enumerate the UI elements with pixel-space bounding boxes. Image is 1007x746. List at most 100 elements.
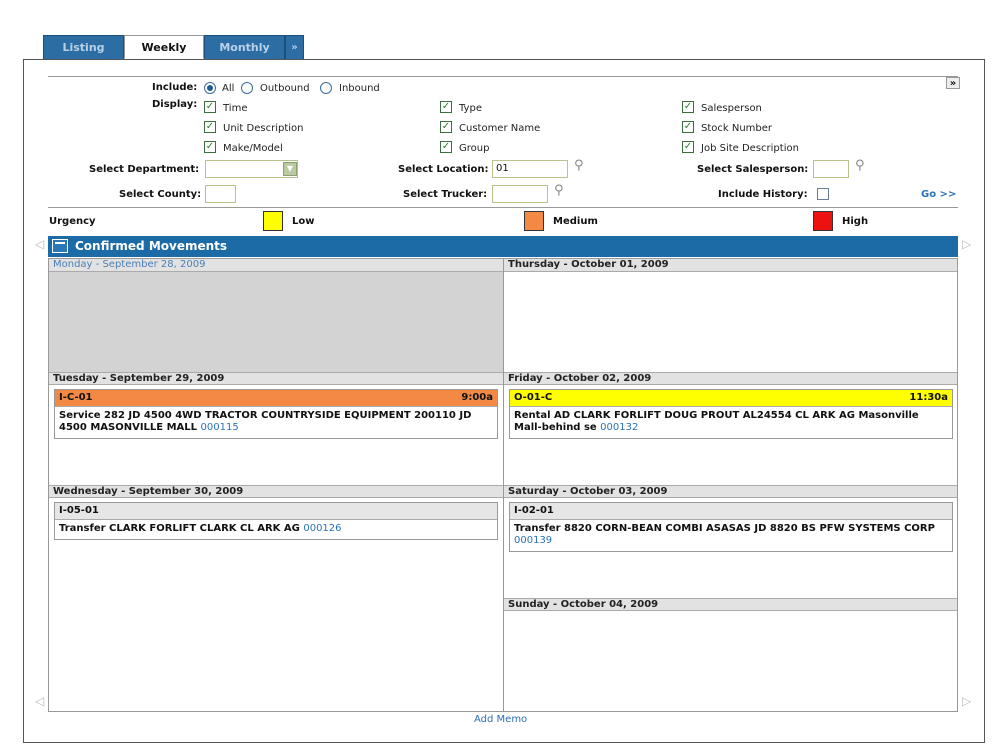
section-window-icon[interactable] xyxy=(52,239,68,253)
weekly-calendar-grid: Monday - September 28, 2009 Tuesday - Se… xyxy=(48,258,958,712)
view-tabs: Listing Weekly Monthly » xyxy=(43,35,304,59)
county-input[interactable] xyxy=(205,185,236,203)
display-job-site-description-checkbox[interactable]: ✓ xyxy=(682,141,694,153)
department-select[interactable]: ▼ xyxy=(205,160,298,178)
today-highlight xyxy=(49,272,503,372)
salesperson-input[interactable] xyxy=(813,160,849,178)
movement-time: 11:30a xyxy=(909,392,948,403)
filter-bottom-divider xyxy=(48,207,958,208)
movement-card-header: O-01-C 11:30a xyxy=(510,390,952,407)
select-department-label: Select Department: xyxy=(89,164,200,175)
urgency-label: Urgency xyxy=(49,216,96,227)
stock-number-link[interactable]: 000126 xyxy=(303,523,342,534)
movement-text: Transfer CLARK FORLIFT CLARK CL ARK AG xyxy=(59,523,300,534)
next-week-bottom-arrow-icon[interactable]: ▷ xyxy=(962,694,972,708)
include-inbound-label: Inbound xyxy=(339,83,380,94)
include-outbound-label: Outbound xyxy=(260,83,310,94)
movement-card-friday[interactable]: O-01-C 11:30a Rental AD CLARK FORLIFT DO… xyxy=(509,389,953,439)
movement-card-header: I-02-01 xyxy=(510,503,952,520)
stock-number-link[interactable]: 000115 xyxy=(200,422,239,433)
urgency-high-swatch xyxy=(813,211,833,231)
urgency-high-label: High xyxy=(842,216,869,227)
display-job-site-description-label: Job Site Description xyxy=(701,143,799,154)
day-header-wednesday: Wednesday - September 30, 2009 xyxy=(49,485,503,498)
movement-text: Transfer 8820 CORN-BEAN COMBI ASASAS JD … xyxy=(514,523,935,534)
urgency-medium-label: Medium xyxy=(553,216,598,227)
stock-number-link[interactable]: 000139 xyxy=(514,535,553,546)
day-header-saturday: Saturday - October 03, 2009 xyxy=(504,485,957,498)
display-make-model-checkbox[interactable]: ✓ xyxy=(204,141,216,153)
display-unit-description-checkbox[interactable]: ✓ xyxy=(204,121,216,133)
salesperson-search-icon[interactable]: ⚲ xyxy=(855,158,865,173)
select-county-label: Select County: xyxy=(119,189,202,200)
location-input[interactable]: 01 xyxy=(492,160,568,178)
movement-code: O-01-C xyxy=(514,392,553,403)
display-label: Display: xyxy=(152,99,198,110)
movement-code: I-C-01 xyxy=(59,392,93,403)
select-location-label: Select Location: xyxy=(398,164,489,175)
select-trucker-label: Select Trucker: xyxy=(403,189,488,200)
include-all-label: All xyxy=(222,83,235,94)
tab-monthly[interactable]: Monthly xyxy=(204,35,285,59)
include-all-radio[interactable] xyxy=(204,82,216,94)
include-label: Include: xyxy=(152,82,198,93)
include-history-checkbox[interactable] xyxy=(817,188,829,200)
movement-text: Service 282 JD 4500 4WD TRACTOR COUNTRYS… xyxy=(59,410,472,433)
next-week-arrow-icon[interactable]: ▷ xyxy=(962,237,972,251)
urgency-low-label: Low xyxy=(292,216,315,227)
display-type-checkbox[interactable]: ✓ xyxy=(440,101,452,113)
display-time-label: Time xyxy=(223,103,248,114)
trucker-search-icon[interactable]: ⚲ xyxy=(554,183,564,198)
display-customer-name-checkbox[interactable]: ✓ xyxy=(440,121,452,133)
display-salesperson-label: Salesperson xyxy=(701,103,762,114)
go-button[interactable]: Go >> xyxy=(921,189,957,200)
movement-card-header: I-C-01 9:00a xyxy=(55,390,497,407)
day-header-tuesday: Tuesday - September 29, 2009 xyxy=(49,372,503,385)
display-unit-description-label: Unit Description xyxy=(223,123,304,134)
tab-more[interactable]: » xyxy=(285,35,304,59)
tab-weekly[interactable]: Weekly xyxy=(124,35,204,59)
add-memo-link[interactable]: Add Memo xyxy=(474,714,528,725)
display-group-label: Group xyxy=(459,143,490,154)
tab-listing[interactable]: Listing xyxy=(43,35,124,59)
previous-week-arrow-icon[interactable]: ◁ xyxy=(35,237,45,251)
display-customer-name-label: Customer Name xyxy=(459,123,541,134)
display-type-label: Type xyxy=(459,103,482,114)
movement-description: Transfer CLARK FORLIFT CLARK CL ARK AG 0… xyxy=(55,520,497,538)
grid-divider xyxy=(503,259,504,711)
display-salesperson-checkbox[interactable]: ✓ xyxy=(682,101,694,113)
include-inbound-radio[interactable] xyxy=(320,82,332,94)
collapse-filters-button[interactable]: » xyxy=(946,77,960,89)
movement-code: I-02-01 xyxy=(514,505,554,516)
trucker-input[interactable] xyxy=(492,185,548,203)
day-header-friday: Friday - October 02, 2009 xyxy=(504,372,957,385)
movement-description: Transfer 8820 CORN-BEAN COMBI ASASAS JD … xyxy=(510,520,952,550)
movement-description: Service 282 JD 4500 4WD TRACTOR COUNTRYS… xyxy=(55,407,497,437)
display-group-checkbox[interactable]: ✓ xyxy=(440,141,452,153)
chevron-down-icon: ▼ xyxy=(283,162,297,176)
filter-top-divider xyxy=(48,76,958,77)
movement-card-saturday[interactable]: I-02-01 Transfer 8820 CORN-BEAN COMBI AS… xyxy=(509,502,953,552)
section-title: Confirmed Movements xyxy=(75,239,228,253)
day-header-monday: Monday - September 28, 2009 xyxy=(49,259,503,272)
movement-card-tuesday[interactable]: I-C-01 9:00a Service 282 JD 4500 4WD TRA… xyxy=(54,389,498,439)
display-stock-number-label: Stock Number xyxy=(701,123,773,134)
movement-code: I-05-01 xyxy=(59,505,99,516)
movement-description: Rental AD CLARK FORLIFT DOUG PROUT AL245… xyxy=(510,407,952,437)
confirmed-movements-header: Confirmed Movements xyxy=(48,236,958,257)
urgency-low-swatch xyxy=(263,211,283,231)
previous-week-bottom-arrow-icon[interactable]: ◁ xyxy=(35,694,45,708)
day-header-thursday: Thursday - October 01, 2009 xyxy=(504,259,957,272)
select-salesperson-label: Select Salesperson: xyxy=(697,164,809,175)
movement-card-header: I-05-01 xyxy=(55,503,497,520)
stock-number-link[interactable]: 000132 xyxy=(600,422,639,433)
include-outbound-radio[interactable] xyxy=(241,82,253,94)
location-search-icon[interactable]: ⚲ xyxy=(574,158,584,173)
movement-time: 9:00a xyxy=(461,392,493,403)
movement-card-wednesday[interactable]: I-05-01 Transfer CLARK FORLIFT CLARK CL … xyxy=(54,502,498,540)
day-header-sunday: Sunday - October 04, 2009 xyxy=(504,598,957,611)
display-time-checkbox[interactable]: ✓ xyxy=(204,101,216,113)
movement-text: Rental AD CLARK FORLIFT DOUG PROUT AL245… xyxy=(514,410,919,433)
display-stock-number-checkbox[interactable]: ✓ xyxy=(682,121,694,133)
include-history-label: Include History: xyxy=(718,189,808,200)
